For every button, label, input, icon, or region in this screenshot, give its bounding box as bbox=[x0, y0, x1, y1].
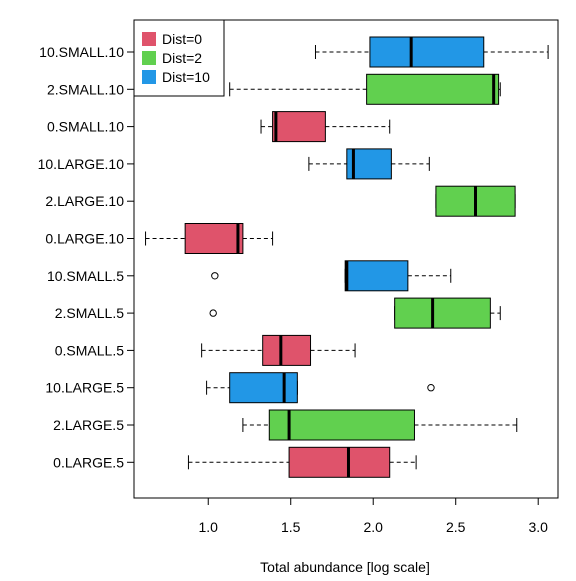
x-axis: 1.0 1.5 2.0 2.5 3.0 bbox=[199, 497, 548, 535]
y-tick-label: 2.SMALL.5 bbox=[55, 305, 124, 321]
legend-label: Dist=10 bbox=[162, 69, 210, 85]
box-body bbox=[184, 223, 244, 254]
box-10.SMALL.10 bbox=[314, 36, 549, 68]
x-tick-label: 1.5 bbox=[281, 519, 301, 535]
box-body bbox=[272, 111, 326, 143]
y-tick-label: 10.LARGE.10 bbox=[38, 156, 125, 172]
boxes-layer bbox=[145, 36, 549, 478]
legend-label: Dist=2 bbox=[162, 50, 202, 66]
box-0.LARGE.5 bbox=[187, 446, 417, 478]
y-tick-label: 2.LARGE.10 bbox=[45, 193, 124, 209]
legend-swatch bbox=[142, 70, 156, 84]
x-tick-label: 1.0 bbox=[199, 519, 219, 535]
box-body bbox=[394, 297, 491, 329]
legend-swatch bbox=[142, 32, 156, 46]
box-0.SMALL.5 bbox=[201, 334, 356, 366]
box-body bbox=[268, 409, 415, 441]
box-10.LARGE.10 bbox=[308, 148, 430, 180]
box-10.SMALL.5 bbox=[211, 260, 452, 292]
y-tick-label: 0.LARGE.10 bbox=[45, 231, 124, 247]
outlier-point bbox=[427, 384, 435, 392]
outlier-point bbox=[211, 272, 219, 280]
y-tick-label: 10.LARGE.5 bbox=[45, 380, 124, 396]
box-body bbox=[366, 73, 500, 105]
x-tick-label: 2.0 bbox=[363, 519, 383, 535]
box-body bbox=[344, 260, 409, 292]
y-tick-label: 2.LARGE.5 bbox=[53, 417, 124, 433]
x-tick-label: 3.0 bbox=[528, 519, 548, 535]
y-tick-label: 0.LARGE.5 bbox=[53, 454, 124, 470]
y-tick-label: 0.SMALL.10 bbox=[47, 119, 124, 135]
y-tick-label: 0.SMALL.5 bbox=[55, 342, 124, 358]
box-2.LARGE.10 bbox=[435, 185, 516, 217]
box-0.SMALL.10 bbox=[260, 111, 391, 143]
legend-label: Dist=0 bbox=[162, 31, 202, 47]
x-axis-title: Total abundance [log scale] bbox=[260, 559, 430, 575]
box-0.LARGE.10 bbox=[145, 223, 274, 254]
y-axis: 0.LARGE.5 2.LARGE.5 10.LARGE.5 0.SMALL.5 2.S… bbox=[38, 44, 134, 470]
y-tick-label: 10.SMALL.10 bbox=[39, 44, 124, 60]
box-2.SMALL.10 bbox=[229, 73, 501, 105]
legend-swatch bbox=[142, 51, 156, 65]
x-tick-label: 2.5 bbox=[446, 519, 466, 535]
box-body bbox=[369, 36, 485, 68]
legend: Dist=0 Dist=2 Dist=10 bbox=[133, 19, 225, 97]
outlier-point bbox=[209, 309, 217, 317]
box-body bbox=[262, 334, 312, 366]
y-tick-label: 10.SMALL.5 bbox=[47, 268, 124, 284]
box-body bbox=[229, 372, 298, 404]
box-body bbox=[288, 446, 391, 478]
y-tick-label: 2.SMALL.10 bbox=[47, 81, 124, 97]
box-2.SMALL.5 bbox=[209, 297, 501, 329]
box-2.LARGE.5 bbox=[242, 409, 518, 441]
box-10.LARGE.5 bbox=[206, 372, 435, 404]
